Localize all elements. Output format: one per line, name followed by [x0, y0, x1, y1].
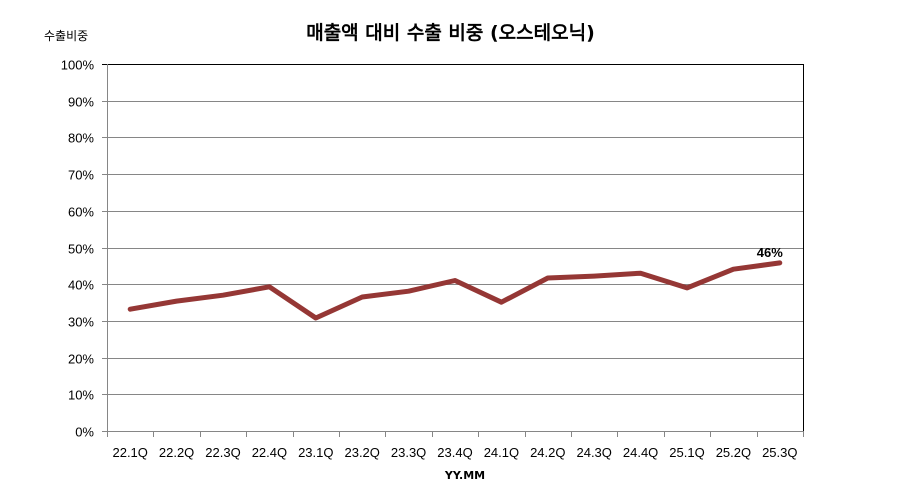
x-tick-label: 25.2Q	[716, 445, 751, 460]
y-tick-label: 10%	[68, 388, 94, 403]
x-tick-label: 25.1Q	[669, 445, 704, 460]
x-tick-label: 24.2Q	[530, 445, 565, 460]
series-line	[127, 260, 783, 321]
x-tick-label: 22.4Q	[252, 445, 287, 460]
y-tick-label: 100%	[61, 58, 95, 73]
x-tick-label: 22.3Q	[205, 445, 240, 460]
x-tick-label: 23.3Q	[391, 445, 426, 460]
y-tick-label: 0%	[75, 425, 94, 440]
x-tick-label: 24.4Q	[623, 445, 658, 460]
x-tick-label: 24.3Q	[576, 445, 611, 460]
chart-title: 매출액 대비 수출 비중 (오스테오닉)	[306, 22, 595, 44]
x-tick-label: 23.4Q	[437, 445, 472, 460]
y-tick-label: 60%	[68, 205, 94, 220]
y-tick-label: 30%	[68, 315, 94, 330]
x-tick-label: 23.1Q	[298, 445, 333, 460]
y-tick-label: 50%	[68, 242, 94, 257]
y-tick-label: 40%	[68, 278, 94, 293]
x-tick-label: 23.2Q	[344, 445, 379, 460]
data-label: 46%	[757, 245, 783, 260]
y-tick-label: 20%	[68, 352, 94, 367]
x-tick-label: 22.1Q	[112, 445, 147, 460]
x-axis-label: YY.MM	[444, 469, 486, 482]
x-tick-label: 25.3Q	[762, 445, 797, 460]
y-tick-label: 70%	[68, 168, 94, 183]
y-tick-label: 80%	[68, 131, 94, 146]
x-tick-label: 24.1Q	[484, 445, 519, 460]
y-tick-label: 90%	[68, 95, 94, 110]
y-axis-label: 수출비중	[44, 29, 89, 43]
x-tick-label: 22.2Q	[159, 445, 194, 460]
